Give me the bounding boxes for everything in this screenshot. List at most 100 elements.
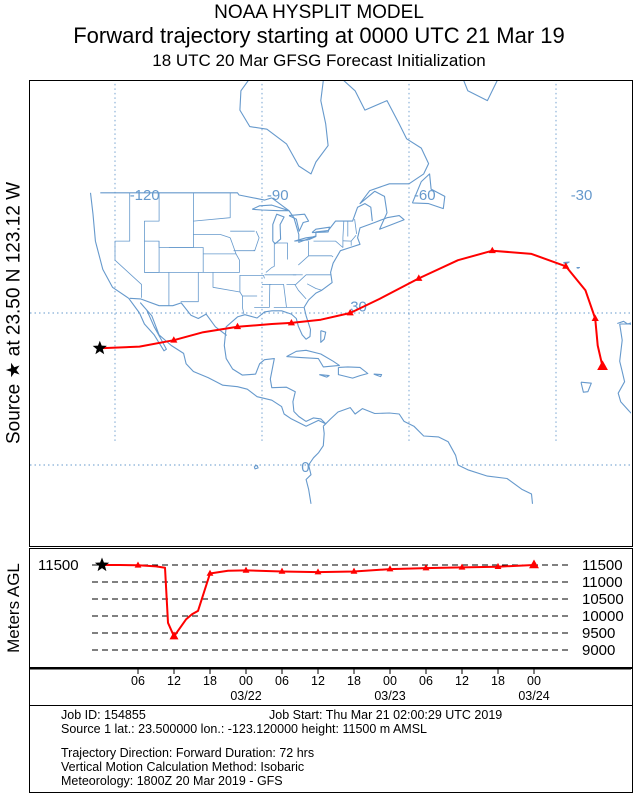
state-border — [203, 237, 237, 255]
time-tick-label: 12 — [455, 674, 469, 688]
trajectory-line — [99, 249, 604, 367]
coastline — [337, 366, 369, 379]
state-border — [144, 241, 170, 306]
coastline — [617, 323, 631, 414]
date-label: 03/22 — [230, 689, 261, 703]
state-border — [313, 221, 345, 248]
height-line — [102, 564, 535, 638]
trajectory-marker — [562, 262, 570, 269]
start-height-label: 11500 — [38, 557, 79, 574]
height-marker — [529, 559, 539, 569]
latitude-label: 60 — [389, 81, 406, 85]
latitude-label: 0 — [301, 459, 309, 476]
state-border — [286, 274, 332, 285]
coastline — [373, 373, 383, 378]
height-marker — [242, 566, 250, 573]
trajectory-marker — [597, 360, 608, 370]
longitude-label: -120 — [130, 187, 160, 204]
y-axis-label: Meters AGL — [4, 563, 23, 653]
height-marker — [134, 561, 142, 568]
trajectory-marker — [170, 336, 178, 343]
longitude-label: -30 — [571, 187, 593, 204]
source-star-icon — [92, 340, 107, 355]
map-panel: -120-90-60-3060300 — [29, 80, 633, 547]
coastline — [563, 261, 570, 265]
coastline — [272, 213, 285, 245]
height-tick-label: 10000 — [582, 608, 624, 625]
trajectory-marker — [591, 314, 599, 321]
coastline — [580, 381, 592, 393]
time-tick-label: 00 — [383, 674, 397, 688]
height-marker — [350, 567, 358, 574]
coastline — [294, 235, 317, 242]
state-border — [144, 241, 160, 273]
time-tick-label: 00 — [527, 674, 541, 688]
coastline — [251, 204, 290, 212]
trajectory-marker — [233, 322, 242, 330]
coastline — [411, 173, 446, 210]
trajectory-direction: Trajectory Direction: Forward Duration: … — [61, 746, 315, 760]
chart-subtitle: Forward trajectory starting at 0000 UTC … — [73, 23, 565, 48]
coastline — [617, 320, 631, 325]
coastline — [100, 192, 373, 243]
coastline — [319, 374, 330, 378]
time-tick-label: 12 — [167, 674, 181, 688]
grid-labels: -120-90-60-3060300 — [130, 81, 593, 476]
coastline — [305, 426, 325, 504]
coastline — [311, 226, 331, 234]
state-border — [308, 241, 334, 258]
time-tick-label: 06 — [275, 674, 289, 688]
state-border — [350, 234, 357, 246]
info-panel: Job ID: 154855 Job Start: Thu Mar 21 02:… — [29, 705, 633, 793]
coastline — [286, 349, 340, 368]
state-border — [239, 291, 245, 315]
height-tick-label: 9500 — [582, 625, 615, 642]
height-tick-label: 11500 — [582, 557, 623, 574]
state-border — [306, 283, 322, 291]
state-border — [212, 272, 241, 293]
height-marker — [206, 569, 214, 576]
time-tick-label: 00 — [239, 674, 253, 688]
meteorology: Meteorology: 1800Z 20 Mar 2019 - GFS — [61, 774, 283, 788]
coastline — [89, 81, 430, 427]
time-axis-panel: 06 12 18 00 06 12 18 00 06 12 18 00 03/22 03/23 03/24 — [29, 668, 633, 706]
height-marker — [494, 562, 502, 569]
coastline — [288, 213, 310, 232]
height-marker — [458, 563, 466, 570]
state-border — [254, 284, 287, 308]
height-marker — [386, 565, 394, 572]
time-tick-label: 18 — [347, 674, 361, 688]
longitude-label: -60 — [414, 187, 436, 204]
trajectory-marker — [346, 309, 354, 316]
height-panel: 11500 11000 10500 10000 9500 9000 11500 — [29, 548, 633, 668]
coastline — [129, 297, 228, 336]
longitude-label: -90 — [267, 187, 289, 204]
height-marker — [169, 631, 179, 640]
height-tick-label: 11000 — [582, 574, 623, 591]
coastline — [619, 323, 631, 325]
trajectory-marker — [415, 274, 423, 281]
coastline — [576, 266, 581, 269]
source-star-icon — [94, 557, 110, 572]
date-label: 03/24 — [518, 689, 549, 703]
source-location-label: Source ★ at 23.50 N 123.12 W — [3, 181, 25, 445]
state-border — [354, 219, 357, 234]
height-marker — [314, 568, 322, 575]
state-border — [193, 234, 231, 239]
coastline — [322, 407, 534, 504]
trajectory-marker — [287, 318, 295, 326]
vertical-motion-method: Vertical Motion Calculation Method: Isob… — [61, 760, 305, 774]
time-tick-label: 06 — [131, 674, 145, 688]
state-border — [193, 192, 231, 222]
height-tick-label: 9000 — [582, 642, 615, 659]
time-tick-label: 12 — [311, 674, 325, 688]
state-border — [168, 247, 204, 273]
trajectory-layer — [92, 246, 608, 370]
state-border — [298, 255, 309, 266]
job-id: Job ID: 154855 — [61, 708, 146, 722]
map-grid — [30, 81, 631, 466]
source-info: Source 1 lat.: 23.500000 lon.: -123.1200… — [61, 722, 428, 736]
coastline — [463, 81, 498, 102]
height-tick-label: 10500 — [582, 591, 624, 608]
